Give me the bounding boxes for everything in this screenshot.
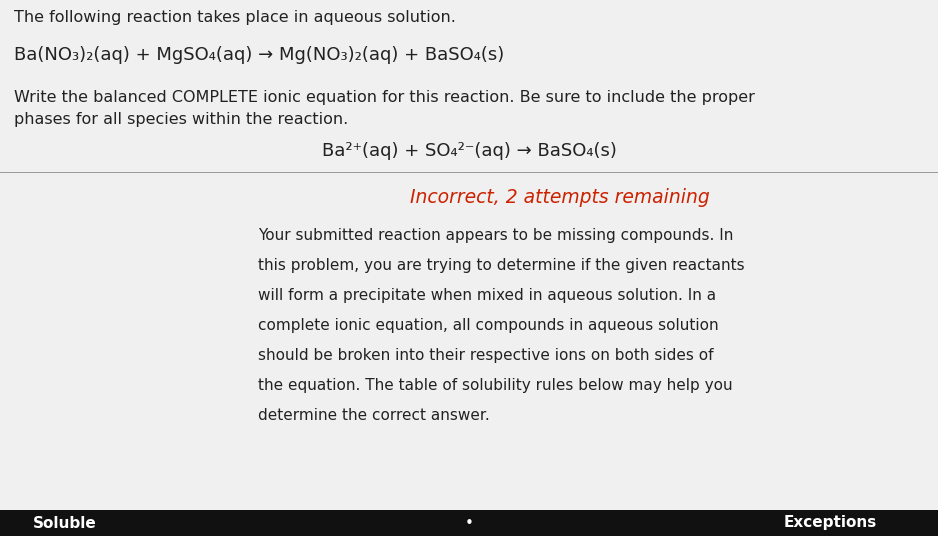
Text: phases for all species within the reaction.: phases for all species within the reacti… [14, 112, 348, 127]
Text: the equation. The table of solubility rules below may help you: the equation. The table of solubility ru… [258, 378, 733, 393]
Text: this problem, you are trying to determine if the given reactants: this problem, you are trying to determin… [258, 258, 745, 273]
Text: Ba(NO₃)₂(aq) + MgSO₄(aq) → Mg(NO₃)₂(aq) + BaSO₄(s): Ba(NO₃)₂(aq) + MgSO₄(aq) → Mg(NO₃)₂(aq) … [14, 46, 505, 64]
Text: Incorrect, 2 attempts remaining: Incorrect, 2 attempts remaining [410, 188, 710, 207]
Text: should be broken into their respective ions on both sides of: should be broken into their respective i… [258, 348, 714, 363]
Text: The following reaction takes place in aqueous solution.: The following reaction takes place in aq… [14, 10, 456, 25]
Text: Exceptions: Exceptions [783, 516, 877, 531]
Bar [0, 510, 938, 536]
Text: Ba²⁺(aq) + SO₄²⁻(aq) → BaSO₄(s): Ba²⁺(aq) + SO₄²⁻(aq) → BaSO₄(s) [322, 142, 616, 160]
Text: Soluble: Soluble [33, 516, 97, 531]
Text: Your submitted reaction appears to be missing compounds. In: Your submitted reaction appears to be mi… [258, 228, 734, 243]
Text: •: • [464, 516, 474, 531]
Text: will form a precipitate when mixed in aqueous solution. In a: will form a precipitate when mixed in aq… [258, 288, 716, 303]
Text: Write the balanced COMPLETE ionic equation for this reaction. Be sure to include: Write the balanced COMPLETE ionic equati… [14, 90, 755, 105]
Text: complete ionic equation, all compounds in aqueous solution: complete ionic equation, all compounds i… [258, 318, 719, 333]
Text: determine the correct answer.: determine the correct answer. [258, 408, 490, 423]
